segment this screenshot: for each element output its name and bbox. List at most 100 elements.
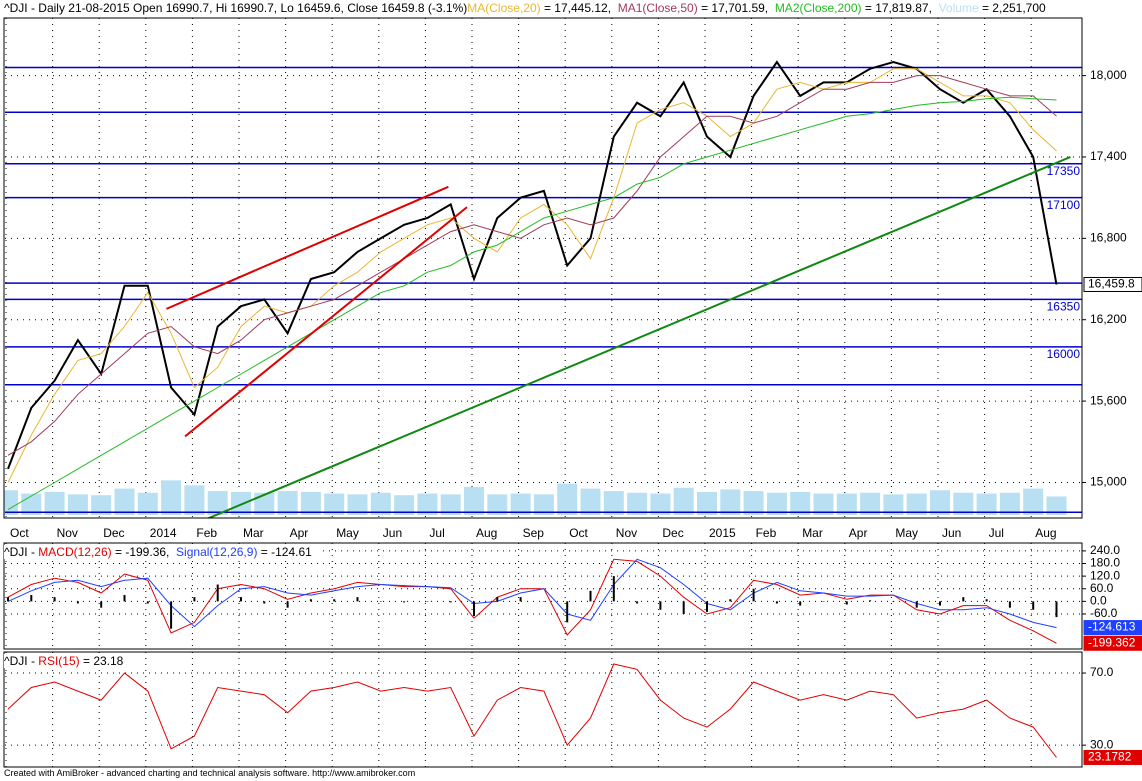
legend-name: Signal(12,26,9) bbox=[176, 545, 258, 559]
x-tick-label: Oct bbox=[10, 526, 29, 540]
volume-bar bbox=[1046, 496, 1067, 515]
x-tick-label: Aug bbox=[1035, 526, 1056, 540]
volume-bar bbox=[487, 494, 508, 515]
volume-bar bbox=[324, 493, 345, 515]
x-tick-label: 2015 bbox=[709, 526, 736, 540]
value-label: 23.1782 bbox=[1088, 750, 1132, 764]
histogram-bar bbox=[636, 601, 639, 604]
volume-bar bbox=[137, 492, 158, 515]
volume-bar bbox=[161, 480, 182, 515]
histogram-bar bbox=[193, 597, 196, 602]
volume-bar bbox=[91, 495, 112, 515]
volume-bar bbox=[184, 485, 205, 515]
histogram-bar bbox=[170, 601, 173, 629]
value-label: 16,459.8 bbox=[1088, 277, 1135, 291]
x-tick-label: Mar bbox=[243, 526, 264, 540]
legend-name: MA1(Close,50) bbox=[617, 1, 698, 15]
volume-bar bbox=[697, 491, 717, 515]
histogram-bar bbox=[822, 601, 825, 602]
volume-bar bbox=[999, 492, 1020, 515]
legend-value: = -199.36, bbox=[115, 545, 170, 559]
y-tick-label: 180.0 bbox=[1090, 556, 1120, 570]
volume-bar bbox=[394, 495, 415, 515]
legend-value: = -124.61 bbox=[260, 545, 312, 559]
legend-name: RSI(15) bbox=[38, 654, 80, 668]
x-tick-label: Sep bbox=[523, 526, 545, 540]
x-tick-label: 2014 bbox=[150, 526, 177, 540]
histogram-bar bbox=[100, 601, 103, 608]
series-line bbox=[7, 68, 1057, 483]
legend-value: = 17,701.59, bbox=[701, 1, 769, 15]
volume-bar bbox=[860, 492, 881, 515]
volume-bar bbox=[906, 493, 927, 515]
histogram-bar bbox=[7, 597, 9, 602]
volume-bar bbox=[673, 487, 694, 515]
value-label-box bbox=[1083, 620, 1142, 636]
histogram-bar bbox=[589, 590, 592, 602]
histogram-bar bbox=[496, 597, 499, 602]
x-tick-label: Mar bbox=[802, 526, 823, 540]
trend-line bbox=[166, 185, 449, 310]
volume-bar bbox=[440, 494, 461, 515]
legend-value: = 17,445.12, bbox=[543, 1, 612, 15]
legend-value: = 23.18 bbox=[82, 654, 124, 668]
histogram-bar bbox=[216, 584, 219, 602]
histogram-bar bbox=[146, 601, 149, 604]
volume-bar bbox=[533, 494, 554, 515]
level-label: 17350 bbox=[1047, 164, 1081, 178]
histogram-bar bbox=[915, 601, 918, 608]
level-label: 16350 bbox=[1047, 300, 1081, 314]
panel-title: ^DJI - Daily 21-08-2015 Open 16990.7, Hi… bbox=[4, 1, 468, 15]
x-tick-label: Apr bbox=[290, 526, 309, 540]
volume-bar bbox=[300, 491, 321, 515]
volume-bar bbox=[836, 493, 857, 515]
x-tick-label: Feb bbox=[756, 526, 777, 540]
legend-name: MACD(12,26) bbox=[38, 545, 112, 559]
value-label-box bbox=[1083, 635, 1142, 651]
x-tick-label: Dec bbox=[103, 526, 124, 540]
histogram-bar bbox=[123, 595, 126, 602]
histogram-bar bbox=[939, 601, 941, 606]
volume-bar bbox=[930, 490, 950, 515]
legend-name: Volume bbox=[938, 1, 979, 15]
panel-frame bbox=[3, 651, 1083, 768]
volume-bar bbox=[44, 491, 65, 515]
volume-bar bbox=[766, 492, 787, 515]
panel bbox=[5, 543, 1082, 649]
x-tick-label: Oct bbox=[569, 526, 588, 540]
y-tick-label: 60.0 bbox=[1090, 581, 1114, 595]
volume-bar bbox=[813, 493, 834, 515]
y-tick-label: 15,600 bbox=[1090, 393, 1127, 407]
panel-frame bbox=[3, 542, 1083, 650]
volume-bar bbox=[883, 494, 904, 515]
histogram-bar bbox=[240, 597, 242, 602]
value-label-box bbox=[1083, 276, 1142, 292]
volume-bar bbox=[4, 490, 18, 515]
y-tick-label: 16,800 bbox=[1090, 231, 1127, 245]
y-tick-label: -60.0 bbox=[1090, 606, 1118, 620]
histogram-bar bbox=[263, 601, 266, 604]
histogram-bar bbox=[333, 599, 336, 602]
volume-bar bbox=[114, 488, 135, 515]
y-tick-label: 16,200 bbox=[1090, 312, 1127, 326]
volume-bar bbox=[720, 489, 741, 515]
volume-bar bbox=[464, 486, 484, 515]
volume-bar bbox=[953, 492, 974, 515]
y-tick-label: 15,000 bbox=[1090, 475, 1127, 489]
volume-bar bbox=[650, 493, 671, 515]
legend-value: = 2,251,700 bbox=[981, 1, 1046, 15]
value-label: -199.362 bbox=[1088, 635, 1136, 649]
volume-bar bbox=[67, 494, 88, 515]
legend-value: = 17,819.87, bbox=[864, 1, 932, 15]
x-tick-label: Feb bbox=[196, 526, 217, 540]
histogram-bar bbox=[659, 601, 662, 610]
value-label-box bbox=[1083, 749, 1142, 765]
histogram-bar bbox=[1032, 601, 1035, 610]
series-line bbox=[7, 75, 1057, 456]
x-tick-label: Nov bbox=[57, 526, 78, 540]
volume-bar bbox=[976, 493, 997, 515]
histogram-bar bbox=[1055, 601, 1058, 618]
series-line bbox=[7, 663, 1057, 758]
